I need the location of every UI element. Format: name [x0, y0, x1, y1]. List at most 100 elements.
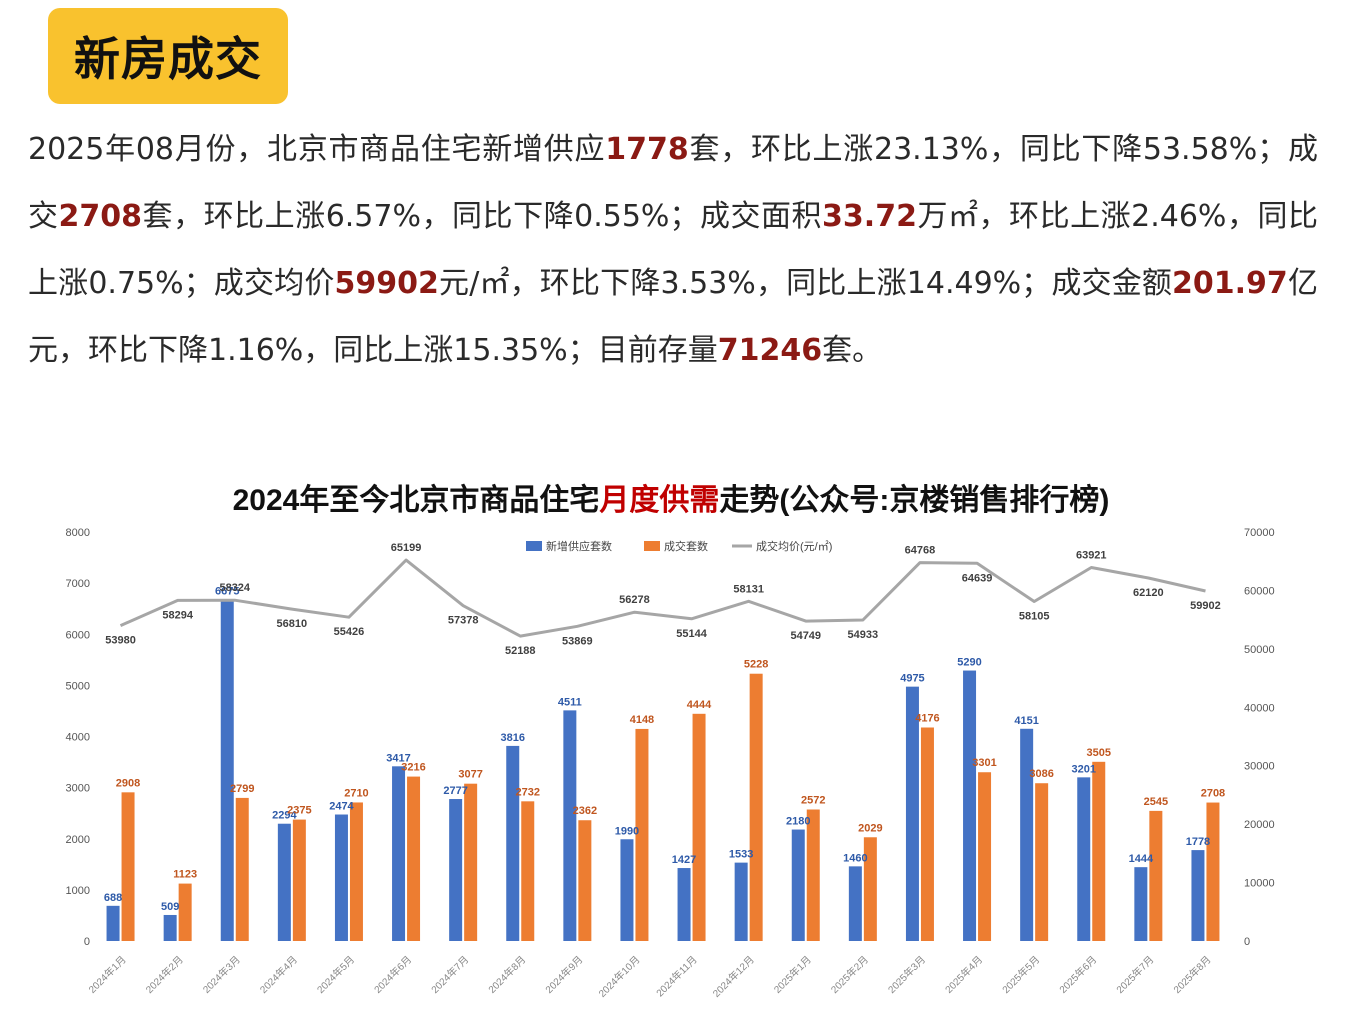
deals-data-label: 2029 — [858, 822, 882, 834]
supply-data-label: 1427 — [672, 854, 696, 866]
supply-data-label: 2777 — [443, 785, 467, 797]
deals-bar — [521, 801, 535, 941]
left-tick-label: 8000 — [66, 527, 90, 539]
x-tick-label: 2024年1月 — [86, 953, 129, 996]
deals-bar — [464, 783, 478, 941]
price-data-label: 56278 — [619, 594, 650, 606]
supply-bar — [449, 799, 463, 941]
right-tick-label: 40000 — [1244, 702, 1275, 714]
summary-inventory-value: 71246 — [717, 333, 823, 368]
supply-bar — [848, 866, 862, 941]
deals-data-label: 2908 — [116, 777, 140, 789]
summary-area-value: 33.72 — [822, 199, 917, 234]
deals-data-label: 5228 — [744, 659, 768, 671]
supply-data-label: 3816 — [501, 732, 525, 744]
summary-text-2: 套，环比上涨23.13%，同比下降53.58%；成交 — [28, 132, 1319, 234]
deals-data-label: 2375 — [287, 805, 311, 817]
deals-bar — [749, 673, 763, 941]
left-tick-label: 2000 — [66, 834, 90, 846]
price-data-label: 64639 — [962, 572, 993, 584]
price-data-label: 54933 — [848, 629, 879, 641]
deals-data-label: 2799 — [230, 783, 254, 795]
supply-data-label: 2474 — [329, 801, 354, 813]
deals-data-label: 2732 — [516, 786, 540, 798]
summary-deals-value: 2708 — [58, 199, 143, 234]
deals-bar — [349, 802, 363, 941]
x-tick-label: 2025年8月 — [1171, 953, 1214, 996]
supply-data-label: 1460 — [843, 852, 867, 864]
price-data-label: 65199 — [391, 542, 422, 554]
deals-data-label: 2545 — [1144, 796, 1168, 808]
deals-data-label: 3086 — [1029, 768, 1053, 780]
left-tick-label: 6000 — [66, 629, 90, 641]
left-tick-label: 0 — [84, 936, 90, 948]
deals-bar — [407, 776, 421, 941]
supply-data-label: 4975 — [900, 673, 924, 685]
deals-bar — [978, 772, 992, 941]
supply-data-label: 3417 — [386, 752, 410, 764]
supply-bar — [791, 829, 805, 941]
chart-title-highlight: 月度供需 — [599, 484, 719, 517]
summary-text-5: 元/㎡，环比下降3.53%，同比上涨14.49%；成交金额 — [438, 266, 1173, 301]
deals-bar — [635, 728, 649, 941]
price-data-label: 56810 — [277, 618, 308, 630]
summary-text-6: 亿元，环比下降1.16%，同比上涨15.35%；目前存量 — [28, 266, 1318, 368]
x-tick-label: 2025年3月 — [885, 953, 928, 996]
section-tag-label: 新房成交 — [74, 32, 262, 86]
legend-label-price: 成交均价(元/㎡) — [756, 539, 832, 553]
supply-bar — [1191, 850, 1205, 941]
deals-bar — [920, 727, 934, 941]
price-line-layer: 53980 58294 58324 56810 55426 65199 57378 52188… — [105, 542, 1220, 657]
deals-data-label: 4444 — [687, 699, 712, 711]
deals-bar — [1092, 761, 1106, 941]
deals-data-label: 3505 — [1087, 747, 1111, 759]
x-tick-label: 2024年7月 — [428, 953, 471, 996]
price-data-label: 54749 — [790, 630, 821, 642]
x-tick-label: 2025年4月 — [942, 953, 985, 996]
deals-data-label: 2710 — [344, 787, 368, 799]
deals-data-label: 1123 — [173, 869, 197, 881]
summary-avg-price-value: 59902 — [334, 266, 439, 301]
supply-data-label: 5290 — [957, 657, 981, 669]
summary-text-3: 套，环比上涨6.57%，同比下降0.55%；成交面积 — [142, 199, 823, 234]
summary-new-supply-value: 1778 — [605, 132, 689, 167]
supply-data-label: 509 — [161, 901, 179, 913]
x-tick-label: 2024年2月 — [143, 953, 186, 996]
supply-data-label: 6675 — [215, 586, 239, 598]
x-tick-label: 2024年11月 — [653, 953, 699, 999]
supply-bar — [106, 905, 120, 941]
chart-title-suffix: 走势(公众号:京楼销售排行榜) — [719, 483, 1109, 517]
price-data-label: 59902 — [1190, 600, 1221, 612]
summary-paragraph: 2025年08月份，北京市商品住宅新增供应1778套，环比上涨23.13%，同比… — [28, 116, 1318, 384]
supply-data-label: 4511 — [558, 696, 582, 708]
price-data-label: 62120 — [1133, 587, 1164, 599]
deals-bar — [292, 819, 306, 941]
supply-demand-chart: 2024年至今北京市商品住宅月度供需走势(公众号:京楼销售排行榜) 新增供应套数… — [66, 483, 1275, 1000]
supply-bar — [334, 814, 348, 941]
x-tick-label: 2025年1月 — [771, 953, 814, 996]
x-tick-label: 2024年12月 — [710, 953, 757, 1000]
x-tick-label: 2024年8月 — [485, 953, 528, 996]
deals-bar — [121, 792, 135, 941]
deals-data-label: 2362 — [573, 805, 597, 817]
supply-bar — [620, 839, 634, 941]
x-tick-label: 2024年6月 — [371, 953, 414, 996]
deals-bar — [1149, 810, 1163, 941]
x-axis-labels: 2024年1月 2024年2月 2024年3月 2024年4月 2024年5月 2024年… — [86, 953, 1214, 1000]
price-data-label: 55144 — [676, 628, 707, 640]
right-tick-label: 30000 — [1244, 761, 1275, 773]
supply-data-label: 1533 — [729, 849, 753, 861]
left-axis: 0 1000 2000 3000 4000 5000 6000 7000 8000 — [66, 527, 90, 948]
deals-bar — [578, 820, 592, 941]
deals-data-label: 2708 — [1201, 788, 1225, 800]
deals-bar — [806, 809, 820, 941]
section-tag: 新房成交 — [48, 8, 288, 104]
x-tick-label: 2024年4月 — [257, 953, 300, 996]
price-data-label: 58131 — [733, 583, 764, 595]
deals-bar — [178, 883, 192, 941]
deals-bar — [692, 713, 706, 941]
right-tick-label: 70000 — [1244, 527, 1275, 539]
summary-text-7: 套。 — [822, 333, 883, 368]
right-tick-label: 0 — [1244, 936, 1250, 948]
